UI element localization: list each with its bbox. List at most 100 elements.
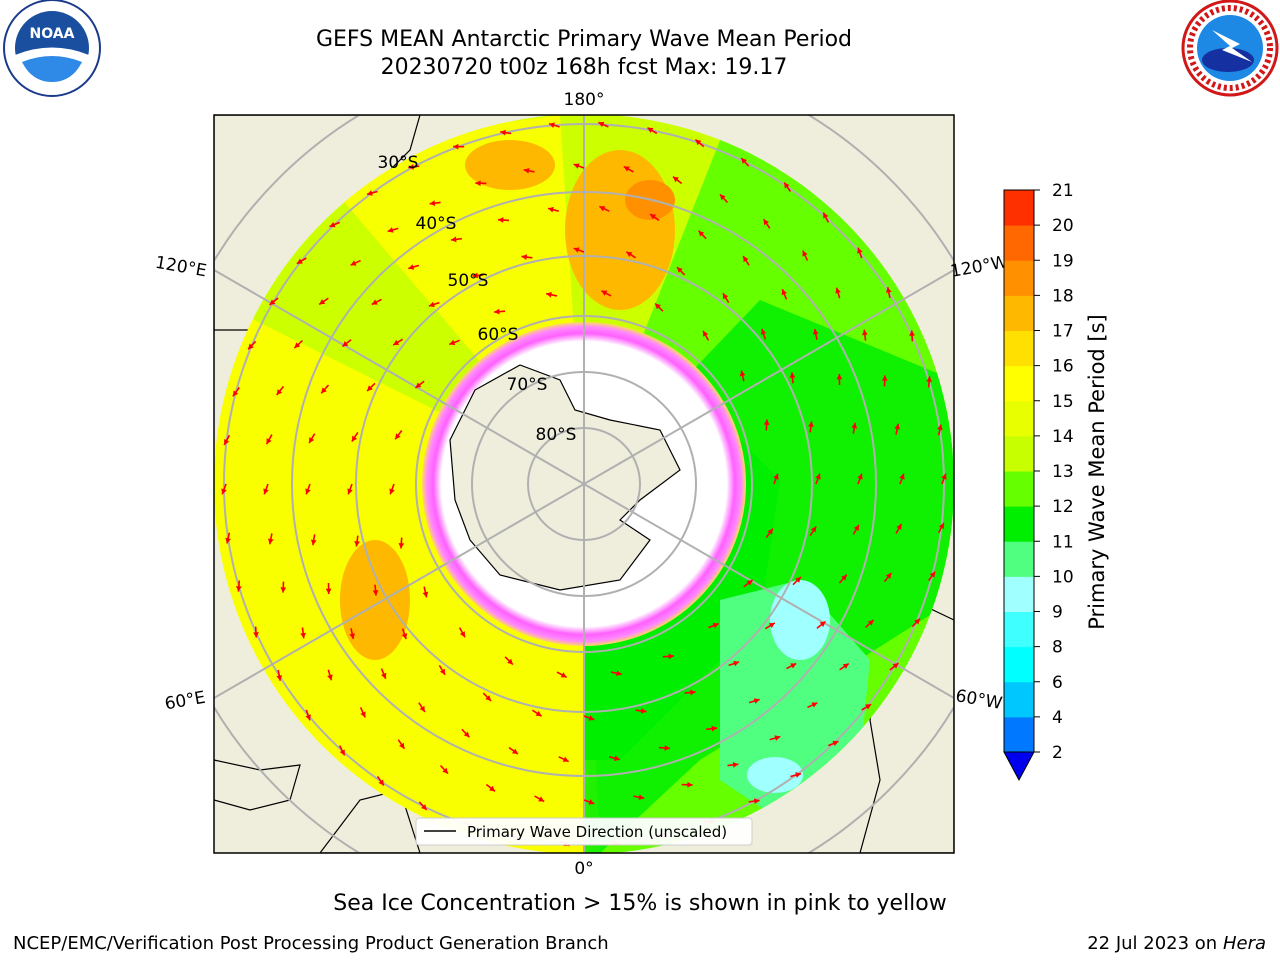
colorbar-segment (1004, 190, 1034, 226)
wave-arrow-head (453, 143, 459, 150)
wave-arrow-head (381, 672, 387, 679)
wave-arrow-head (616, 670, 622, 677)
wave-arrow-head (690, 689, 696, 696)
colorbar-tick-label: 4 (1052, 708, 1063, 728)
wave-arrow-head (819, 621, 826, 627)
wave-arrow-head (781, 289, 787, 296)
wave-arrow-head (225, 537, 231, 544)
wave-arrow-head (372, 590, 379, 596)
wave-arrow-head (815, 473, 821, 480)
colorbar-tick-label: 13 (1052, 462, 1074, 482)
wave-arrow-head (722, 293, 729, 300)
colorbar-segment (1004, 225, 1034, 261)
wave-arrow-head (429, 200, 436, 206)
colorbar-tick-label: 10 (1052, 567, 1074, 587)
colorbar-tick-label: 19 (1052, 251, 1074, 271)
wave-arrow-head (938, 523, 944, 530)
wave-arrow-head (650, 214, 657, 220)
lat-label-40s: 40°S (416, 214, 457, 234)
sea-ice-caption: Sea Ice Concentration > 15% is shown in … (333, 891, 947, 916)
colorbar-segment (1004, 260, 1034, 296)
lon-label-120e: 120°E (154, 253, 208, 282)
wave-arrow-head (489, 785, 496, 792)
wave-arrow-head (790, 663, 797, 669)
wave-arrow-head (296, 258, 303, 264)
lat-label-30s: 30°S (378, 153, 419, 173)
wave-arrow-head (789, 372, 796, 378)
wave-arrow-head (795, 576, 801, 583)
wave-arrow-head (442, 767, 449, 774)
wave-arrow-head (511, 748, 518, 754)
wave-arrow-head (885, 287, 892, 293)
lat-label-50s: 50°S (448, 271, 489, 291)
wave-arrow-head (773, 473, 779, 480)
wave-arrow-head (712, 622, 719, 629)
lon-label-60e: 60°E (163, 688, 207, 715)
wave-arrow-head (841, 574, 847, 581)
wave-arrow-head (812, 328, 819, 335)
wave-arrow-head (941, 473, 947, 480)
colorbar-segment (1004, 611, 1034, 648)
wave-arrow-head (768, 622, 775, 629)
wave-arrow-head (393, 339, 400, 346)
wave-arrow-head (719, 194, 726, 201)
colorbar-tick-label: 8 (1052, 638, 1063, 658)
noaa-logo-text: NOAA (30, 26, 75, 42)
wave-arrow-head (881, 375, 888, 381)
lat-label-70s: 70°S (507, 375, 548, 395)
wave-arrow-head (263, 488, 269, 495)
wave-arrow-head (914, 618, 920, 625)
wave-arrow-head (267, 538, 274, 545)
wave-arrow-head (668, 653, 674, 660)
wave-arrow-head (321, 387, 327, 394)
colorbar-extend-triangle (1003, 751, 1035, 782)
wave-arrow-head (739, 370, 746, 377)
date-text: 22 Jul 2023 on (1087, 933, 1218, 954)
legend-label: Primary Wave Direction (unscaled) (467, 823, 727, 841)
wave-arrow-head (929, 571, 936, 578)
colorbar-segment (1004, 506, 1034, 542)
wave-arrow-head (548, 206, 554, 213)
longitude-labels: 180° 120°E 120°W 60°E 60°W 0° (154, 90, 1010, 879)
wave-arrow-head (422, 591, 429, 598)
wave-arrow-head (763, 419, 770, 425)
wave-arrow-head (347, 488, 353, 495)
wave-arrow-head (494, 308, 500, 315)
wave-arrow-head (253, 632, 259, 638)
wave-arrow-head (475, 180, 481, 187)
colorbar-tick-label: 21 (1052, 181, 1074, 201)
wave-arrow-head (588, 715, 595, 721)
wave-arrow-head (899, 473, 905, 480)
wave-arrow-head (523, 167, 530, 174)
lat-label-60s: 60°S (478, 325, 519, 345)
colorbar-segment (1004, 435, 1034, 472)
wave-arrow-head (711, 725, 718, 732)
colorbar-segment (1004, 681, 1034, 718)
map-legend: Primary Wave Direction (unscaled) (415, 817, 753, 846)
wave-arrow-head (676, 267, 683, 273)
wave-arrow-head (248, 343, 254, 350)
colorbar-tick-label: 15 (1052, 392, 1074, 412)
wave-arrow-head (339, 749, 345, 756)
wave-arrow-head (325, 588, 332, 594)
wave-arrow-head (892, 663, 899, 669)
wave-arrow-head (760, 328, 767, 335)
wave-arrow-head (535, 710, 542, 717)
colorbar-tick-label: 9 (1052, 603, 1063, 623)
colorbar-segment (1004, 330, 1034, 367)
wave-arrow-head (810, 526, 817, 533)
wave-arrow-head (743, 256, 749, 263)
colorbar-segment (1004, 471, 1034, 507)
wave-arrow-head (549, 122, 555, 129)
colorbar-tick-label: 14 (1052, 427, 1074, 447)
wave-arrow-head (472, 272, 478, 279)
wave-arrow-head (894, 423, 901, 430)
wave-arrow-head (408, 264, 415, 270)
wave-arrow-head (276, 389, 283, 396)
wave-arrow-head (294, 342, 301, 349)
wave-arrow-head (562, 756, 569, 762)
wave-arrow-head (754, 798, 760, 804)
colorbar-tick-label: 20 (1052, 216, 1074, 236)
colorbar-segment (1004, 541, 1034, 577)
colorbar-label: Primary Wave Mean Period [s] (1085, 314, 1109, 630)
